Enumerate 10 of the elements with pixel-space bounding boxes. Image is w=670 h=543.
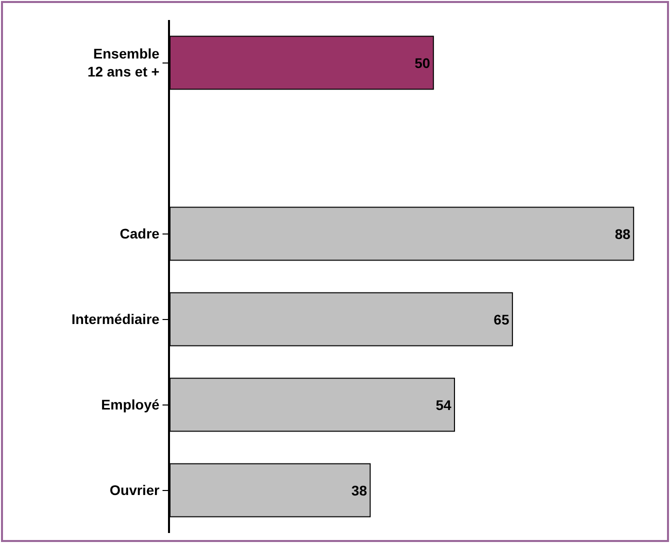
data-label: 88 xyxy=(614,226,631,242)
y-tick-label: Ensemble 12 ans et + xyxy=(87,46,160,80)
data-label: 38 xyxy=(351,482,368,498)
y-tick-label: Ouvrier xyxy=(110,482,160,498)
y-tick-label: Intermédiaire xyxy=(72,311,160,328)
data-label: 54 xyxy=(436,396,452,413)
y-tick-label: Employé xyxy=(101,396,160,413)
data-label: 65 xyxy=(494,311,510,328)
y-tick-label: Cadre xyxy=(120,226,160,242)
data-label: 50 xyxy=(414,54,430,71)
